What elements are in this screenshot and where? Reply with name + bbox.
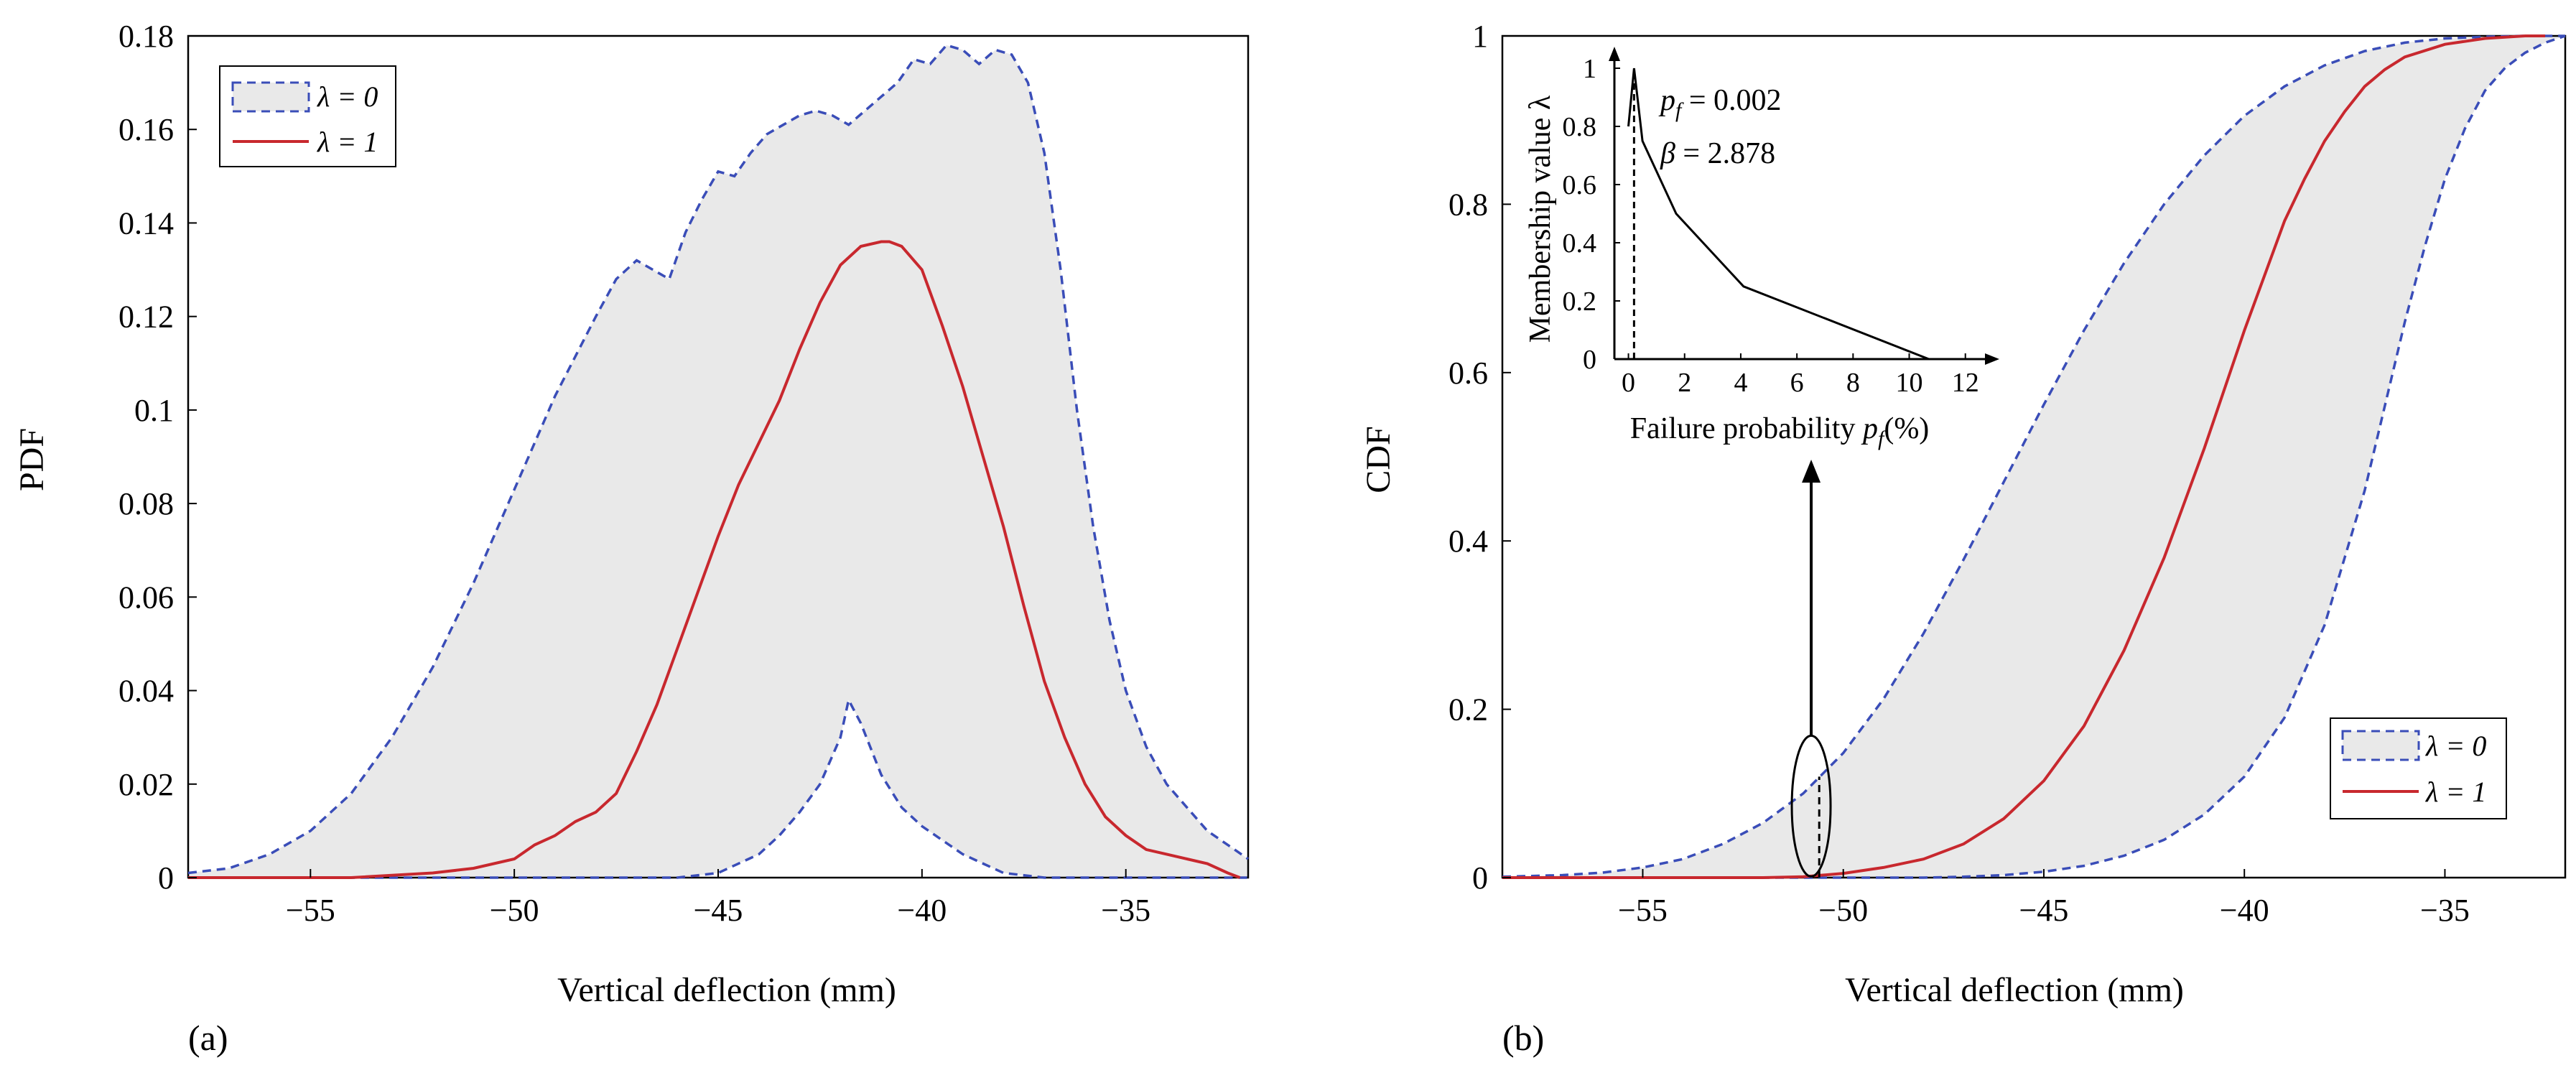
inset-x-tick-label: 4 xyxy=(1734,368,1747,398)
panel-b-legend: λ = 0 λ = 1 xyxy=(2330,717,2507,819)
x-tick-label: −55 xyxy=(1618,893,1668,928)
inset-y-tick-label: 1 xyxy=(1583,54,1596,84)
panel-b: −55 −50 −45 −40 −35 0 0.2 0.4 0.6 0.8 1 Vertical … xyxy=(1359,19,2567,1058)
lambda1-line xyxy=(1502,34,2546,879)
inset-y-label: Membership value λ xyxy=(1524,95,1557,343)
inset-annotation-pf-value: = 0.002 xyxy=(1681,84,1781,117)
panel-a-legend: λ = 0 λ = 1 xyxy=(219,65,396,167)
inset-x-tick-label: 10 xyxy=(1896,368,1923,398)
y-tick-label: 0.4 xyxy=(1449,524,1488,559)
legend-swatch-lambda0 xyxy=(2341,730,2420,761)
inset-x-tick-label: 12 xyxy=(1952,368,1979,398)
inset-annotation-beta-symbol: β xyxy=(1660,137,1675,170)
panel-b-label: (b) xyxy=(1502,1018,1544,1058)
inset-x-label-symbol: p xyxy=(1861,412,1878,445)
x-tick-label: −35 xyxy=(1101,893,1150,928)
lambda0-band xyxy=(188,45,1248,878)
inset-x-label: Failure probability pf(%) xyxy=(1630,412,1930,450)
inset-x-label-unit: (%) xyxy=(1884,412,1929,445)
lambda0-lower-line xyxy=(1502,34,2566,879)
y-tick-label: 0.1 xyxy=(134,393,174,428)
panel-a-label: (a) xyxy=(188,1018,228,1058)
inset-x-tick-label: 0 xyxy=(1622,368,1635,398)
inset-x-tick-label: 8 xyxy=(1846,368,1860,398)
legend-label-lambda0: λ = 0 xyxy=(317,80,378,113)
inset-y-axis-arrow xyxy=(1609,47,1620,61)
panel-a-y-label: PDF xyxy=(13,428,51,491)
panel-a-x-label: Vertical deflection (mm) xyxy=(557,971,896,1009)
inset-x-label-text: Failure probability xyxy=(1630,412,1856,445)
inset-annotation-pf-symbol: p xyxy=(1658,84,1675,117)
legend-label-lambda1: λ = 1 xyxy=(2425,776,2486,808)
inset-annotation-beta: β = 2.878 xyxy=(1660,137,1775,170)
y-tick-label: 0.14 xyxy=(118,205,174,241)
y-tick-label: 0 xyxy=(158,860,174,896)
x-tick-label: −40 xyxy=(897,893,947,928)
x-tick-label: −50 xyxy=(1818,893,1868,928)
y-tick-label: 1 xyxy=(1472,19,1488,54)
inset-chart: 0 2 4 6 8 10 12 0 0.2 0.4 0.6 0.8 1 Failure probabi… xyxy=(1524,47,1999,450)
legend-swatch-lambda0 xyxy=(231,81,310,113)
panel-b-x-ticks: −55 −50 −45 −40 −35 xyxy=(1618,869,2470,928)
panel-a-x-ticks: −55 −50 −45 −40 −35 xyxy=(286,869,1150,928)
plot-frame xyxy=(1501,34,2567,879)
y-tick-label: 0.12 xyxy=(118,299,174,335)
y-tick-label: 0.08 xyxy=(118,486,174,521)
x-tick-label: −40 xyxy=(2220,893,2269,928)
inset-y-tick-label: 0.8 xyxy=(1563,112,1597,142)
annotation-arrow-head xyxy=(1802,460,1821,483)
inset-x-tick-label: 6 xyxy=(1790,368,1804,398)
x-tick-label: −55 xyxy=(286,893,335,928)
x-tick-label: −45 xyxy=(694,893,743,928)
y-tick-label: 0.16 xyxy=(118,112,174,147)
inset-annotation-pf: pf = 0.002 xyxy=(1658,84,1782,122)
inset-y-tick-label: 0.2 xyxy=(1563,287,1597,317)
inset-annotation-beta-value: = 2.878 xyxy=(1675,137,1775,170)
panel-b-x-label: Vertical deflection (mm) xyxy=(1845,971,2184,1009)
y-tick-label: 0 xyxy=(1472,860,1488,896)
y-tick-label: 0.06 xyxy=(118,580,174,615)
lambda0-upper-line xyxy=(187,44,1249,875)
inset-x-axis-arrow xyxy=(1985,353,1999,365)
y-tick-label: 0.02 xyxy=(118,767,174,802)
x-tick-label: −35 xyxy=(2420,893,2470,928)
inset-x-ticks: 0 2 4 6 8 10 12 xyxy=(1622,353,1979,398)
y-tick-label: 0.04 xyxy=(118,674,174,709)
panel-b-y-ticks: 0 0.2 0.4 0.6 0.8 1 xyxy=(1449,19,1511,896)
legend-label-lambda0: λ = 0 xyxy=(2425,730,2486,762)
y-tick-label: 0.18 xyxy=(118,19,174,54)
lambda0-lower-line xyxy=(188,696,1248,879)
inset-y-tick-label: 0.4 xyxy=(1563,228,1597,259)
y-tick-label: 0.8 xyxy=(1449,187,1488,222)
panel-b-annotation xyxy=(1790,460,1832,878)
inset-x-tick-label: 2 xyxy=(1678,368,1691,398)
legend-label-lambda1: λ = 1 xyxy=(317,126,378,158)
inset-membership-line xyxy=(1627,68,1930,361)
y-tick-label: 0.6 xyxy=(1449,356,1488,391)
panel-a: −55 −50 −45 −40 −35 0 0.02 0.04 0.06 0.08 0.1 0.12… xyxy=(13,19,1250,1058)
panel-b-plot-area xyxy=(1501,34,2567,879)
inset-y-tick-label: 0 xyxy=(1583,345,1596,375)
inset-plot-area xyxy=(1609,47,1999,365)
x-tick-label: −45 xyxy=(2019,893,2069,928)
lambda0-band xyxy=(1502,36,2565,878)
inset-y-ticks: 0 0.2 0.4 0.6 0.8 1 xyxy=(1563,54,1620,375)
inset-y-tick-label: 0.6 xyxy=(1563,170,1597,200)
panel-b-y-label: CDF xyxy=(1359,426,1398,493)
panel-a-y-ticks: 0 0.02 0.04 0.06 0.08 0.1 0.12 0.14 0.16 0.18 xyxy=(118,19,197,896)
lambda0-upper-line xyxy=(1502,34,2565,878)
y-tick-label: 0.2 xyxy=(1449,692,1488,728)
x-tick-label: −50 xyxy=(490,893,539,928)
panel-a-plot-area xyxy=(187,34,1250,879)
lambda1-line xyxy=(188,240,1241,879)
